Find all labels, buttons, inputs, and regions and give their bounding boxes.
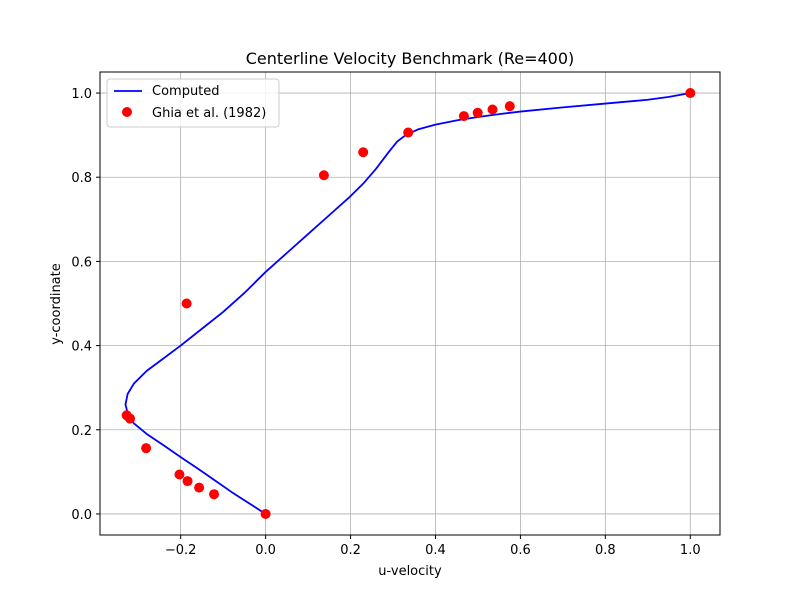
ghia-data-point: [181, 298, 192, 309]
x-tick-label: 0.0: [255, 543, 276, 558]
x-tick-label: 0.2: [340, 543, 361, 558]
ghia-data-point: [472, 107, 483, 118]
x-tick-label: 1.0: [680, 543, 701, 558]
y-tick-label: 0.6: [71, 255, 92, 270]
ghia-data-point: [685, 88, 696, 99]
y-tick-label: 0.8: [71, 171, 92, 186]
x-axis-label: u-velocity: [378, 564, 442, 579]
ghia-data-point: [403, 127, 414, 138]
plot-frame: [99, 71, 721, 536]
x-tick-label: 0.8: [595, 543, 616, 558]
legend-box: [106, 78, 280, 128]
y-tick-label: 1.0: [71, 87, 92, 102]
plot-data: [121, 88, 696, 519]
ghia-data-point: [504, 101, 515, 112]
ghia-data-point: [487, 104, 498, 115]
y-tick-label: 0.0: [71, 508, 92, 523]
legend: Computed Ghia et al. (1982): [106, 78, 280, 128]
ghia-data-point: [182, 476, 193, 487]
x-tick-label: −0.2: [165, 543, 197, 558]
ghia-data-point: [458, 111, 469, 122]
x-tick-label: 0.6: [510, 543, 531, 558]
ghia-data-point: [318, 170, 329, 181]
x-tick-label: 0.4: [425, 543, 446, 558]
chart-title: Centerline Velocity Benchmark (Re=400): [246, 49, 575, 68]
ghia-data-point: [174, 469, 185, 480]
legend-label-ghia: Ghia et al. (1982): [152, 106, 266, 121]
ghia-data-point: [260, 508, 271, 519]
grid: [100, 72, 720, 535]
ghia-data-point: [141, 443, 152, 454]
legend-label-computed: Computed: [152, 84, 220, 99]
legend-marker-swatch: [122, 107, 132, 117]
ghia-data-point: [358, 147, 369, 158]
y-axis-label: y-coordinate: [49, 263, 64, 345]
y-tick-label: 0.4: [71, 340, 92, 355]
y-tick-label: 0.2: [71, 424, 92, 439]
ghia-data-point: [194, 482, 205, 493]
ghia-data-point: [209, 489, 220, 500]
ghia-data-point: [125, 413, 136, 424]
computed-line: [124, 92, 691, 515]
axis-ticks: −0.2 0.0 0.2 0.4 0.6 0.8 1.0 0.0 0.2 0.4 0.6 0.8 1.0: [71, 87, 700, 558]
